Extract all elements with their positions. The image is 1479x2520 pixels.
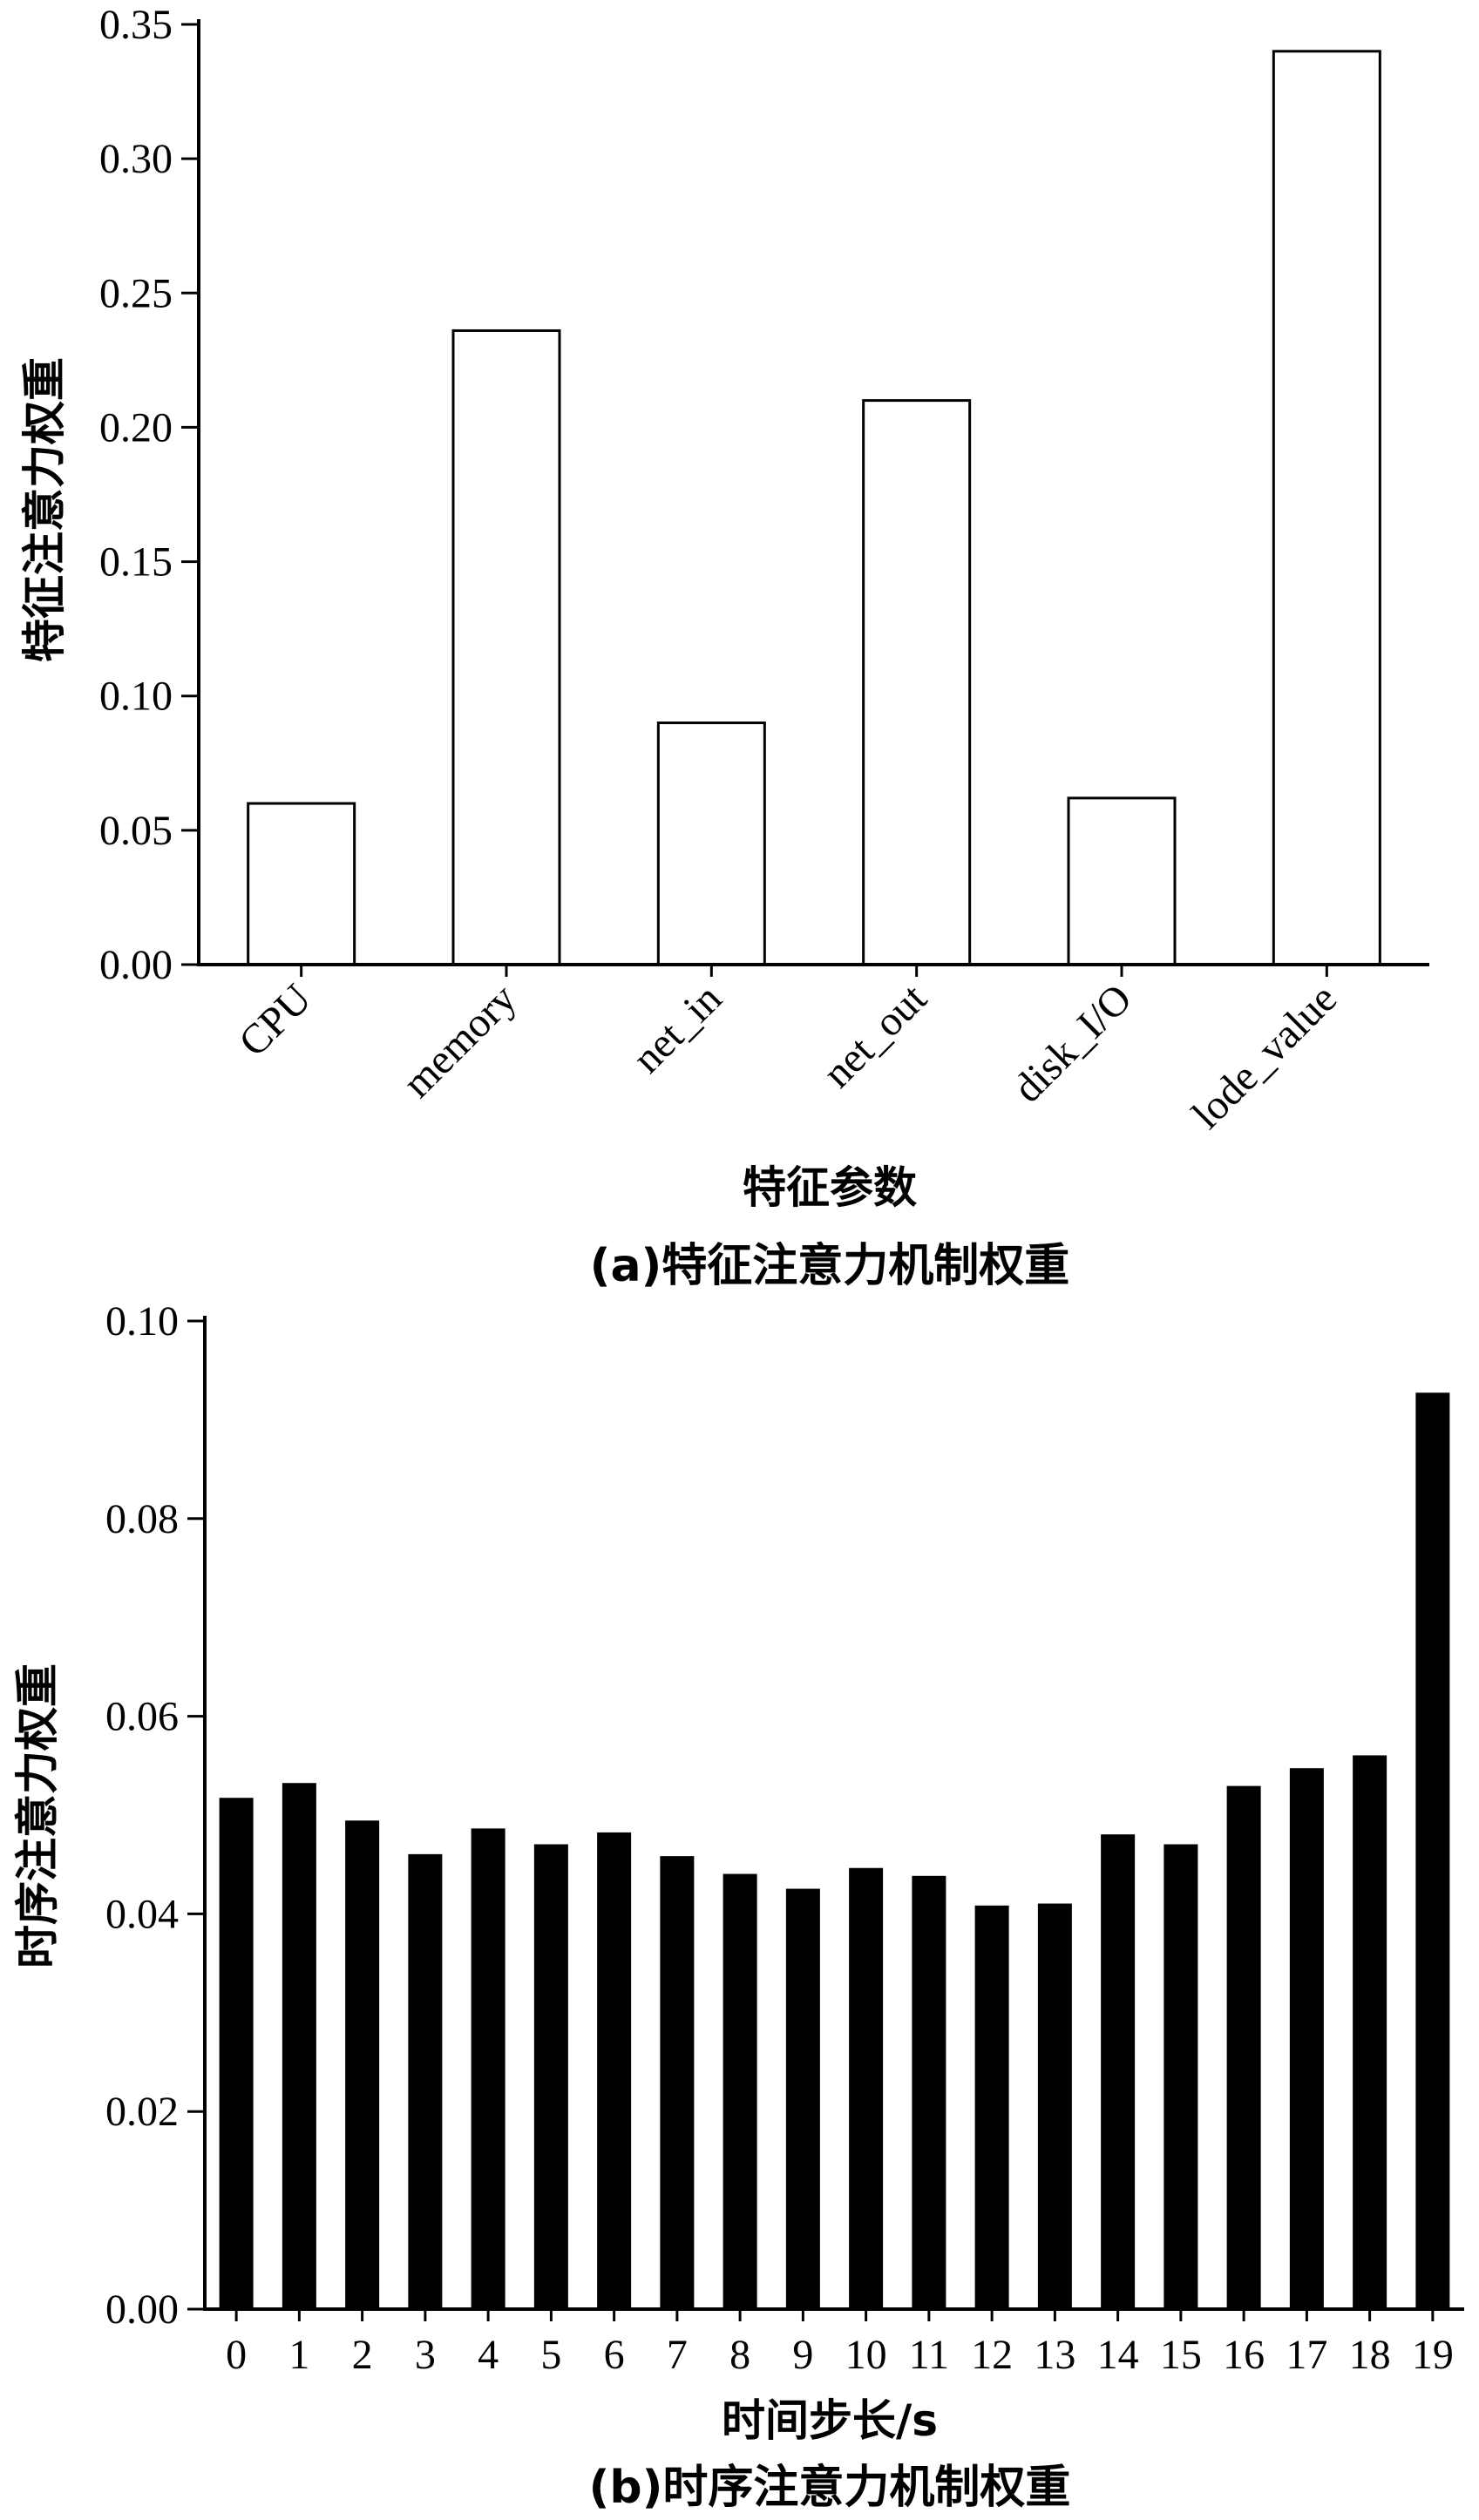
chart-b-y-axis-label: 时序注意力权重 [12,1663,63,1968]
b-y-tick-label: 0.10 [105,1298,179,1345]
a-x-tick-label: memory [394,975,526,1107]
b-x-tick-label: 8 [729,2332,750,2378]
chart-b-x-ticks: 0 1 2 3 4 5 6 7 8 9 10 11 12 13 14 15 16 17 18 19 [226,2309,1454,2378]
chart-a-x-axis-label: 特征参数 [743,1162,917,1213]
b-bar-1 [282,1783,316,2310]
chart-a-y-axis-label: 特征注意力权重 [19,357,70,662]
b-x-tick-label: 12 [971,2332,1013,2378]
b-bar-15 [1164,1844,1198,2310]
b-bar-2 [345,1820,380,2310]
b-y-tick-label: 0.04 [105,1891,179,1937]
chart-b-y-ticks: 0.00 0.02 0.04 0.06 0.08 0.10 [105,1298,205,2333]
a-y-tick-label: 0.20 [99,404,173,450]
b-x-tick-label: 18 [1349,2332,1391,2378]
a-y-tick-label: 0.30 [99,136,173,182]
b-bar-9 [785,1888,820,2310]
b-bar-7 [660,1856,695,2310]
chart-a-bars [247,50,1381,966]
chart-a-x-ticks: CPU memory net_in net_out disk_I/O lode_value [230,965,1346,1138]
chart-a: 0.00 0.05 0.10 0.15 0.20 0.25 0.30 0.35 CPU memo… [19,2,1429,1292]
chart-a-axes [197,19,1429,966]
a-y-tick-label: 0.00 [99,942,173,988]
b-bar-3 [408,1853,443,2310]
b-x-tick-label: 10 [845,2332,887,2378]
a-bar-4 [1067,796,1177,966]
chart-a-caption: (a)特征注意力机制权重 [590,1240,1070,1292]
a-y-tick-label: 0.25 [99,270,173,316]
chart-b-x-axis-label: 时间步长/s [722,2395,938,2446]
a-y-tick-label: 0.35 [99,2,173,48]
b-bar-5 [533,1844,568,2310]
b-bar-8 [723,1873,757,2310]
b-x-tick-label: 3 [415,2332,436,2378]
chart-b-bars [219,1392,1450,2310]
b-bar-12 [974,1905,1009,2310]
b-x-tick-label: 2 [352,2332,373,2378]
a-x-tick-label: net_in [624,975,730,1081]
a-bar-5 [1272,50,1381,966]
b-x-tick-label: 5 [540,2332,561,2378]
b-bar-18 [1353,1755,1387,2310]
a-x-tick-label: lode_value [1184,975,1346,1137]
chart-b: 0.000.020.040.060.080.10 0 1 2 3 4 5 6 7 8 9 10 11 1… [12,1298,1464,2514]
b-x-tick-label: 17 [1286,2332,1327,2378]
b-bar-14 [1101,1834,1136,2310]
b-x-tick-label: 7 [667,2332,688,2378]
b-bar-19 [1415,1392,1450,2310]
b-x-tick-label: 4 [478,2332,499,2378]
b-x-tick-label: 0 [226,2332,247,2378]
a-x-tick-label: net_out [814,975,936,1097]
b-x-tick-label: 11 [909,2332,949,2378]
b-bar-11 [912,1875,946,2310]
chart-b-caption: (b)时序注意力机制权重 [589,2462,1071,2514]
b-x-tick-label: 16 [1223,2332,1265,2378]
b-bar-17 [1289,1768,1324,2310]
a-y-tick-label: 0.15 [99,539,173,586]
a-bar-0 [247,802,356,966]
b-bar-10 [849,1867,884,2310]
b-x-tick-label: 1 [288,2332,309,2378]
b-y-tick-label: 0.08 [105,1496,179,1542]
a-x-tick-label: disk_I/O [1005,975,1141,1111]
a-bar-1 [451,329,561,966]
b-x-tick-label: 9 [792,2332,813,2378]
b-bar-0 [219,1798,254,2310]
a-bar-3 [862,399,972,966]
a-x-tick-label: CPU [230,975,321,1066]
b-x-tick-label: 14 [1097,2332,1139,2378]
b-y-tick-label: 0.02 [105,2089,179,2135]
chart-b-axes [203,1316,1464,2311]
b-x-tick-label: 15 [1160,2332,1202,2378]
b-bar-4 [471,1828,505,2310]
b-bar-13 [1037,1903,1072,2310]
b-y-tick-label: 0.06 [105,1694,179,1740]
a-bar-2 [656,721,766,966]
a-y-tick-label: 0.05 [99,808,173,854]
b-bar-6 [597,1832,632,2310]
b-x-tick-label: 6 [604,2332,625,2378]
b-bar-16 [1226,1785,1261,2310]
b-x-tick-label: 13 [1034,2332,1075,2378]
chart-a-y-ticks: 0.00 0.05 0.10 0.15 0.20 0.25 0.30 0.35 [99,2,199,988]
b-x-tick-label: 19 [1412,2332,1454,2378]
a-y-tick-label: 0.10 [99,674,173,720]
b-y-tick-label: 0.00 [105,2286,179,2333]
